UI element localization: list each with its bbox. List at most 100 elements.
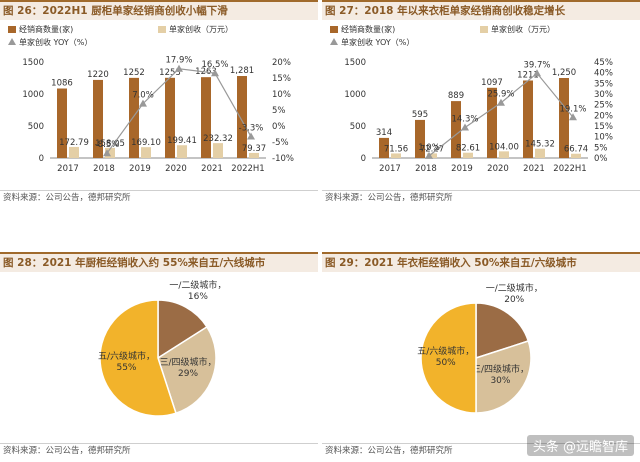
y-right-tick: 20%: [594, 111, 613, 121]
y-right-tick: -5%: [272, 138, 289, 148]
pie-slice-0: [475, 302, 530, 360]
yoy-label: 39.7%: [523, 60, 550, 70]
bar-dealers-label: 1097: [481, 78, 503, 88]
bar-revenue-label: 145.32: [525, 140, 555, 150]
x-tick-label: 2019: [451, 164, 473, 174]
bar-dealers-label: 314: [376, 128, 392, 138]
legend-label-0: 经销商数量(家): [341, 24, 395, 34]
y-right-tick: 0%: [594, 154, 608, 164]
legend-swatch-0: [330, 26, 338, 33]
figure-28-pie-chart: 一/二级城市，16% 三/四级城市，29% 五/六级城市，55%: [98, 279, 226, 417]
bar-revenue-label: 71.56: [384, 144, 408, 154]
y-left-tick: 500: [350, 122, 366, 132]
bar-revenue: [249, 152, 259, 158]
bar-revenue: [571, 153, 581, 158]
yoy-marker: [497, 98, 505, 106]
legend-swatch-2: [330, 38, 338, 45]
bar-revenue: [463, 152, 473, 158]
pie-value-2: 55%: [116, 363, 136, 373]
yoy-marker: [569, 113, 577, 121]
bar-dealers: [129, 77, 139, 158]
figure-28-title: 图 28：2021 年厨柜经销收入约 55%来自五/六线城市: [0, 252, 318, 272]
bar-revenue: [391, 153, 401, 158]
pie-label-2: 五/六级城市，: [98, 350, 155, 362]
x-tick-label: 2019: [129, 164, 151, 174]
y-left-tick: 1500: [22, 58, 44, 68]
bar-revenue: [69, 146, 79, 158]
bar-dealers: [57, 88, 67, 158]
pie-slice-1: [157, 325, 217, 415]
figure-27-bar-chart: 经销商数量(家) 单家创收（万元） 单家创收 YOY（%） 0 500 1000 1500 0…: [330, 24, 613, 174]
x-tick-label: 2020: [165, 164, 187, 174]
legend-label-1: 单家创收（万元）: [491, 24, 555, 34]
bar-dealers-label: 1252: [123, 68, 145, 78]
y-right-tick: 0%: [272, 122, 286, 132]
figure-29-panel: 图 29：2021 年衣柜经销收入 50%来自五/六级城市 一/二级城市， 20%…: [322, 252, 640, 462]
bar-revenue: [535, 148, 545, 158]
y-left-tick: 1000: [344, 90, 366, 100]
bar-dealers: [237, 76, 247, 158]
bar-dealers: [415, 119, 425, 158]
yoy-marker: [425, 151, 433, 159]
pie-value-2: 50%: [436, 358, 456, 368]
y-right-tick: 20%: [272, 58, 291, 68]
pie-label-2: 五/六级城市，: [417, 345, 474, 357]
bar-revenue: [499, 151, 509, 158]
yoy-marker: [103, 149, 111, 157]
pie-slice-2: [99, 299, 177, 417]
pie-value-0: 20%: [504, 295, 524, 305]
yoy-label: 19.1%: [559, 104, 586, 114]
figure-27-title: 图 27：2018 年以来衣柜单家经销商创收稳定增长: [322, 0, 640, 20]
yoy-label: 7.0%: [132, 91, 154, 101]
bar-dealers: [379, 137, 389, 158]
yoy-marker: [247, 132, 255, 140]
figure-26-title: 图 26：2022H1 厨柜单家经销商创收小幅下滑: [0, 0, 318, 20]
bar-revenue-label: 232.32: [203, 134, 233, 144]
y-left-tick: 500: [28, 122, 44, 132]
figure-29-title: 图 29：2021 年衣柜经销收入 50%来自五/六级城市: [322, 252, 640, 272]
figure-26-bar-chart: 经销商数量(家) 单家创收（万元） 单家创收 YOY（%） 0 500 1000 1500 -…: [8, 24, 294, 174]
bar-dealers: [165, 77, 175, 158]
figure-26-panel: 图 26：2022H1 厨柜单家经销商创收小幅下滑 经销商数量(家) 单家创收（万…: [0, 0, 318, 206]
x-tick-label: 2022H1: [553, 164, 586, 174]
pie-label-0: 一/二级城市，: [486, 282, 543, 294]
y-right-tick: 40%: [594, 69, 613, 79]
y-right-tick: 5%: [272, 106, 286, 116]
y-right-tick: 15%: [594, 122, 613, 132]
figure-29-pie-chart: 一/二级城市，20% 三/四级城市，30% 五/六级城市，50%: [417, 282, 543, 414]
y-right-tick: 10%: [272, 90, 291, 100]
pie-slice-0: [157, 299, 209, 360]
bar-dealers-label: 1211: [517, 70, 539, 80]
x-tick-label: 2017: [57, 164, 79, 174]
bar-dealers-label: 889: [448, 91, 464, 101]
y-right-tick: -10%: [272, 154, 294, 164]
yoy-marker: [461, 123, 469, 131]
figure-27-source: 资料来源：公司公告，德邦研究所: [322, 190, 640, 205]
pie-slice-1: [475, 340, 532, 414]
figure-28-panel: 图 28：2021 年厨柜经销收入约 55%来自五/六线城市 一/二级城市， 16…: [0, 252, 318, 462]
bar-dealers: [451, 101, 461, 158]
pie-value-1: 30%: [490, 376, 510, 386]
pie-slice-2: [420, 302, 477, 414]
bar-dealers: [93, 79, 103, 158]
legend-swatch-1: [480, 26, 488, 33]
watermark: 头条 @远瞻智库: [526, 435, 634, 456]
y-right-tick: 10%: [594, 133, 613, 143]
figure-29-source: 资料来源：公司公告，德邦研究所: [322, 443, 640, 458]
bar-revenue: [427, 153, 437, 158]
y-right-tick: 15%: [272, 74, 291, 84]
y-right-tick: 25%: [594, 101, 613, 111]
bar-dealers: [523, 80, 533, 158]
bar-dealers-label: 1086: [51, 78, 73, 88]
pie-value-1: 29%: [178, 369, 198, 379]
pie-label-1: 三/四级城市，: [159, 356, 216, 368]
y-right-tick: 35%: [594, 79, 613, 89]
bar-revenue: [141, 147, 151, 158]
legend-label-0: 经销商数量(家): [19, 24, 73, 34]
bar-dealers-label: 1220: [87, 70, 109, 80]
yoy-marker: [175, 64, 183, 72]
figure-27-panel: 图 27：2018 年以来衣柜单家经销商创收稳定增长 经销商数量(家) 单家创收（…: [322, 0, 640, 206]
bar-dealers-label: 595: [412, 110, 428, 120]
x-tick-label: 2022H1: [231, 164, 264, 174]
bar-revenue-label: 66.74: [564, 145, 588, 155]
